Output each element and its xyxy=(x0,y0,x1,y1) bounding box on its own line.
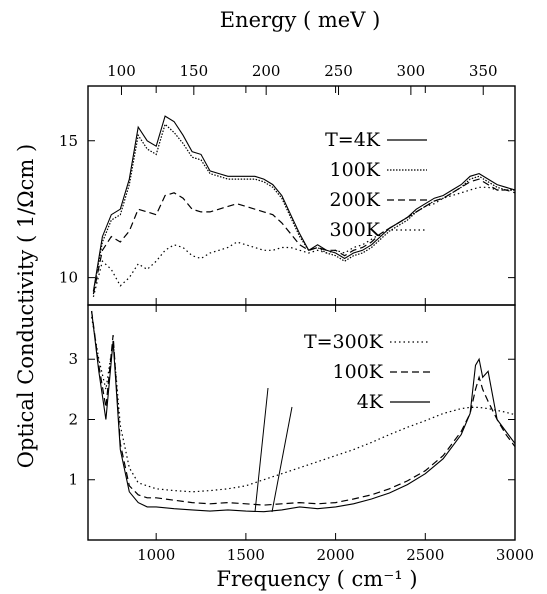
legend-label-top-3: 300K xyxy=(330,219,381,241)
legend-label-top-1: 100K xyxy=(330,159,381,181)
energy-tick-label-0: 100 xyxy=(107,62,136,80)
x-tick-label-2: 2000 xyxy=(316,546,354,564)
legend-label-bottom-2: 4K xyxy=(357,391,384,413)
series-line-top-0 xyxy=(92,115,515,292)
y-tick-label-top-0: 10 xyxy=(59,269,78,287)
panel-frame-bottom xyxy=(87,304,516,541)
legend-label-bottom-0: T=300K xyxy=(304,331,384,353)
y-tick-label-bottom-0: 1 xyxy=(68,471,78,489)
series-line-top-3 xyxy=(92,186,515,297)
x-tick-label-3: 2500 xyxy=(406,546,444,564)
x-tick-label-0: 1000 xyxy=(137,546,175,564)
panel-frame-top xyxy=(87,85,516,306)
energy-tick-label-3: 250 xyxy=(324,62,353,80)
bottom-panel: 1 2 3 1000 1500 2000 2500 3000 T=300K 100K 4K xyxy=(68,304,534,564)
y-tick-label-bottom-1: 2 xyxy=(68,410,78,428)
series-line-top-1 xyxy=(92,123,515,292)
x-tick-label-4: 3000 xyxy=(496,546,534,564)
axes-text: Energy ( meV ) Frequency ( cm⁻¹ ) Optica… xyxy=(14,8,418,591)
y-tick-label-bottom-2: 3 xyxy=(68,350,78,368)
x-tick-label-1: 1500 xyxy=(227,546,265,564)
energy-tick-label-5: 350 xyxy=(469,62,498,80)
series-line-bottom-1 xyxy=(91,310,515,506)
x-axis-title: Frequency ( cm⁻¹ ) xyxy=(216,567,417,591)
energy-tick-label-2: 200 xyxy=(252,62,281,80)
energy-tick-label-1: 150 xyxy=(180,62,209,80)
series-line-bottom-0 xyxy=(91,316,515,493)
legend-label-top-0: T=4K xyxy=(325,129,381,151)
top-axis-title: Energy ( meV ) xyxy=(220,8,381,32)
y-axis-title: Optical Conductivity ( 1/Ωcm ) xyxy=(14,144,38,468)
pointer-line-100k xyxy=(254,387,269,513)
series-line-bottom-2 xyxy=(91,310,515,513)
legend-label-top-2: 200K xyxy=(330,189,381,211)
pointer-line-4k xyxy=(271,406,293,513)
y-tick-label-top-1: 15 xyxy=(59,132,78,150)
energy-tick-label-4: 300 xyxy=(397,62,426,80)
series-line-top-2 xyxy=(92,178,515,295)
legend-label-bottom-1: 100K xyxy=(333,361,384,383)
top-panel: 10 15 100 150 200 250 300 350 T=4K 100K 200K 300K xyxy=(59,62,516,306)
